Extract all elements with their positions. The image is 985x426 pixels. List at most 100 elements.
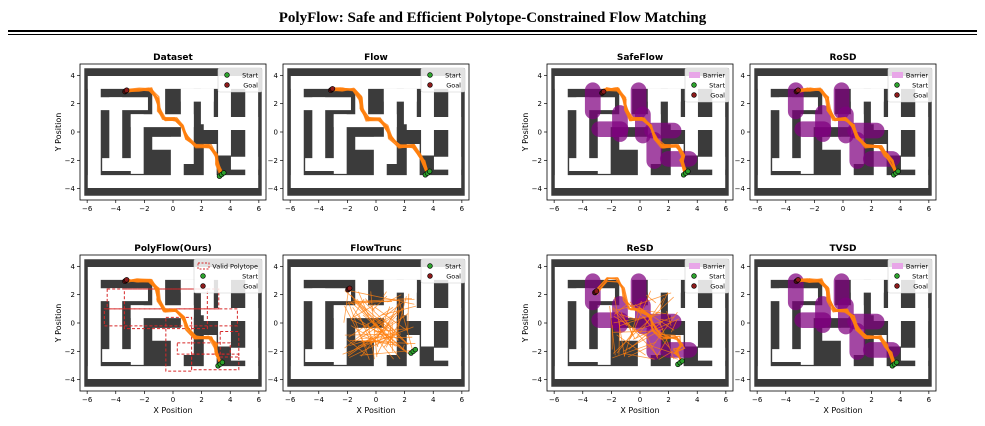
trajectory-segment [616, 328, 636, 354]
subplot-resd: −6 −4 −2 0 2 4 6 −4 −2 0 2 4 ReSD X Position Y Positio… [521, 244, 734, 415]
legend-label-goal: Goal [243, 283, 258, 291]
y-tick-label: 4 [274, 263, 279, 271]
legend-start-swatch [894, 82, 900, 88]
trajectory-segment [370, 307, 404, 345]
trajectory-segment [620, 314, 639, 321]
x-tick-label: 2 [199, 205, 203, 213]
trajectory-segment [646, 294, 657, 304]
x-tick-label: −6 [752, 205, 763, 213]
legend-label-start: Start [445, 72, 461, 80]
trajectory [596, 277, 684, 363]
legend-label-goal: Goal [913, 283, 928, 291]
legend-goal-swatch [427, 273, 433, 279]
x-tick-label: 4 [431, 205, 436, 213]
goal-marker [600, 88, 607, 95]
x-tick-label: 0 [171, 205, 175, 213]
x-tick-label: 6 [724, 396, 729, 404]
legend-label-goal: Goal [913, 92, 928, 100]
valid-polytope [191, 353, 240, 371]
barrier-region [794, 312, 832, 328]
legend-barrier-swatch [689, 263, 700, 269]
x-tick-label: 0 [638, 205, 642, 213]
x-tick-label: −4 [111, 205, 122, 213]
start-marker [679, 358, 685, 364]
x-tick-label: 0 [171, 396, 175, 404]
y-tick-label: −4 [735, 185, 746, 193]
y-axis-label: Y Position [54, 113, 63, 153]
trajectory-segment [365, 298, 375, 311]
y-tick-label: 4 [538, 263, 543, 271]
legend-barrier-swatch [892, 72, 903, 78]
y-tick-label: 4 [274, 72, 279, 80]
legend-label-start: Start [709, 82, 725, 90]
y-tick-label: 0 [274, 129, 278, 137]
trajectory-segment [398, 298, 414, 352]
paper-title: PolyFlow: Safe and Efficient Polytope-Co… [278, 10, 707, 26]
trajectory-segment [609, 306, 616, 356]
legend: Barrier Start Goal [887, 67, 933, 103]
trajectory-segment [358, 291, 369, 317]
y-tick-label: −4 [268, 185, 279, 193]
y-tick-label: 0 [741, 129, 745, 137]
subplot-tvsd: −6 −4 −2 0 2 4 6 −4 −2 0 2 4 TVSD X Position Barrier St… [735, 244, 937, 415]
barrier-region [591, 121, 629, 137]
trajectory-segment [613, 315, 648, 337]
header-rule [8, 30, 977, 32]
trajectory-segment [346, 338, 368, 356]
x-tick-label: 6 [724, 205, 729, 213]
subplot-title: TVSD [829, 244, 856, 254]
legend-label-barrier: Barrier [703, 263, 725, 271]
trajectory-segment [357, 334, 397, 347]
barrier-region [660, 151, 698, 167]
y-axis-label: Y Position [521, 113, 530, 153]
y-tick-label: 0 [71, 320, 75, 328]
x-tick-label: −4 [314, 205, 325, 213]
legend-box [193, 258, 263, 294]
legend-start-swatch [200, 273, 206, 279]
trajectory-segment [374, 306, 408, 331]
legend-start-swatch [691, 273, 697, 279]
goal-marker [123, 277, 130, 283]
x-tick-label: −4 [781, 205, 792, 213]
x-tick-label: 4 [431, 396, 436, 404]
x-tick-label: 6 [460, 205, 465, 213]
legend-goal-swatch [894, 92, 900, 98]
barrier-region [630, 82, 647, 120]
goal-marker [123, 87, 130, 93]
start-marker [221, 170, 227, 176]
trajectory-segment [656, 337, 669, 358]
y-tick-label: −4 [65, 376, 76, 384]
trajectory-segment [627, 344, 653, 358]
y-tick-label: −4 [268, 376, 279, 384]
trajectory-segment [612, 341, 657, 359]
trajectory-segment [371, 295, 388, 311]
trajectory-segment [623, 352, 655, 360]
legend-start-swatch [427, 72, 433, 78]
legend-start-swatch [894, 273, 900, 279]
x-tick-label: −6 [82, 205, 93, 213]
x-tick-label: −2 [139, 205, 149, 213]
trajectory [798, 87, 897, 173]
subplot-rosd: −6 −4 −2 0 2 4 6 −4 −2 0 2 4 RoSD Barrier Start Goal [735, 53, 937, 213]
trajectory-segment [375, 336, 394, 360]
trajectory-segment [670, 320, 678, 333]
legend-label-start: Start [445, 263, 461, 271]
x-tick-label: 4 [898, 205, 903, 213]
y-tick-label: 2 [274, 100, 278, 108]
trajectory-segment [357, 303, 401, 360]
trajectory-segment [638, 292, 672, 305]
trajectory-segment [659, 322, 675, 360]
x-tick-label: −6 [549, 205, 560, 213]
goal-marker [593, 288, 600, 294]
x-tick-label: −4 [314, 396, 325, 404]
x-axis-label: X Position [356, 406, 395, 415]
trajectory-segment [629, 290, 652, 339]
x-axis-label: X Position [153, 406, 192, 415]
start-marker [426, 168, 433, 175]
legend-barrier-swatch [892, 263, 903, 269]
x-tick-label: 2 [869, 205, 873, 213]
trajectory [604, 87, 688, 172]
y-axis-label: Y Position [521, 304, 530, 344]
x-tick-label: −4 [578, 396, 589, 404]
goal-marker [346, 285, 353, 291]
